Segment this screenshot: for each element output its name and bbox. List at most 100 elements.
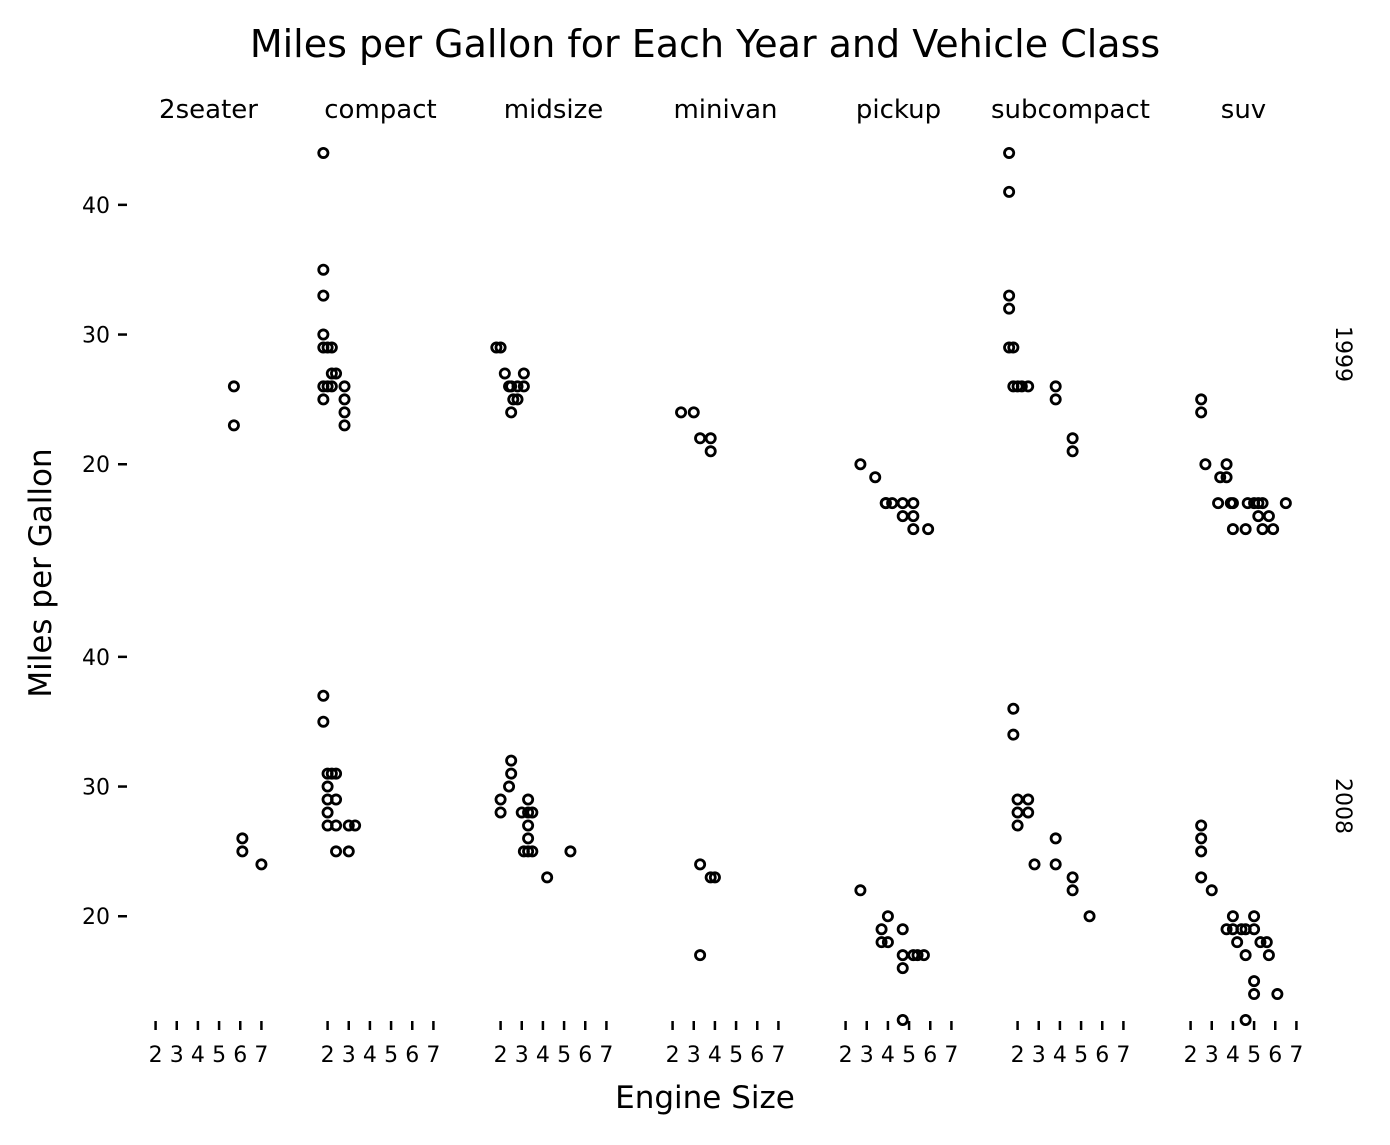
scatter-point <box>494 793 507 806</box>
scatter-point <box>255 858 268 871</box>
scatter-point <box>1226 497 1239 510</box>
scatter-point <box>507 393 520 406</box>
scatter-point <box>338 419 351 432</box>
scatter-point <box>1256 497 1269 510</box>
x-tick-label: 4 <box>1226 1043 1240 1068</box>
facet-column-label: subcompact <box>991 95 1150 125</box>
scatter-point <box>522 832 535 845</box>
x-tick-label: 4 <box>536 1043 550 1068</box>
x-axis-title: Engine Size <box>615 1080 795 1116</box>
scatter-point <box>922 523 935 536</box>
x-tick-label: 2 <box>666 1043 680 1068</box>
facet-panel-midsize-1999 <box>490 341 530 419</box>
scatter-point <box>879 497 892 510</box>
scatter-point <box>1195 832 1208 845</box>
scatter-point <box>505 380 518 393</box>
scatter-point <box>1279 497 1292 510</box>
x-tick-label: 5 <box>384 1043 398 1068</box>
scatter-point <box>869 471 882 484</box>
x-tick-label: 6 <box>233 1043 247 1068</box>
scatter-point <box>1226 523 1239 536</box>
scatter-point <box>1220 471 1233 484</box>
x-tick-label: 5 <box>902 1043 916 1068</box>
scatter-point <box>1003 302 1016 315</box>
y-tick-label: 20 <box>82 453 110 478</box>
scatter-point <box>896 1014 909 1027</box>
scatter-point <box>1066 871 1079 884</box>
x-tick-label: 2 <box>321 1043 335 1068</box>
scatter-point <box>325 767 338 780</box>
x-tick-label: 5 <box>729 1043 743 1068</box>
scatter-point <box>886 497 899 510</box>
scatter-point <box>1022 380 1035 393</box>
scatter-point <box>1028 858 1041 871</box>
facet-panel-2seater-1999 <box>227 380 240 432</box>
scatter-point <box>511 380 524 393</box>
facet-grid: 2seater compact midsize minivan pickup subcom… <box>82 95 1355 1068</box>
scatter-point <box>881 910 894 923</box>
scatter-point <box>1003 289 1016 302</box>
scatter-point <box>1212 497 1225 510</box>
scatter-point <box>1022 806 1035 819</box>
facet-panel-pickup-1999 <box>854 458 935 536</box>
y-tick-label: 40 <box>82 646 110 671</box>
scatter-point <box>911 949 924 962</box>
x-tick-label: 5 <box>557 1043 571 1068</box>
scatter-point <box>515 806 528 819</box>
facet-panel-pickup-2008 <box>854 884 930 1027</box>
scatter-point <box>317 146 330 159</box>
scatter-point <box>1239 523 1252 536</box>
scatter-point <box>1195 819 1208 832</box>
scatter-point <box>330 367 343 380</box>
scatter-point <box>522 819 535 832</box>
scatter-point <box>1007 341 1020 354</box>
scatter-point <box>317 689 330 702</box>
x-tick-label: 7 <box>771 1043 785 1068</box>
scatter-point <box>1011 819 1024 832</box>
scatter-point <box>1262 510 1275 523</box>
scatter-point <box>1260 936 1273 949</box>
scatter-point <box>854 458 867 471</box>
scatter-point <box>854 884 867 897</box>
x-tick-label: 4 <box>191 1043 205 1068</box>
x-tick-label: 7 <box>944 1043 958 1068</box>
facet-panel-suv-1999 <box>1195 393 1292 536</box>
scatter-point <box>494 806 507 819</box>
scatter-point <box>1195 871 1208 884</box>
scatter-point <box>330 819 343 832</box>
x-tick-label: 4 <box>1053 1043 1067 1068</box>
scatter-point <box>494 341 507 354</box>
x-tick-label: 2 <box>149 1043 163 1068</box>
scatter-point <box>1003 185 1016 198</box>
scatter-point <box>1195 406 1208 419</box>
y-axis-title: Miles per Gallon <box>23 448 59 697</box>
scatter-point <box>325 367 338 380</box>
facet-panel-compact-2008 <box>317 689 362 858</box>
x-tick-label: 3 <box>687 1043 701 1068</box>
scatter-point <box>526 806 539 819</box>
scatter-point <box>321 806 334 819</box>
scatter-point <box>896 923 909 936</box>
scatter-point <box>1231 936 1244 949</box>
x-tick-label: 3 <box>1205 1043 1219 1068</box>
x-tick-label: 2 <box>1011 1043 1025 1068</box>
x-tick-label: 7 <box>426 1043 440 1068</box>
scatter-point <box>1195 393 1208 406</box>
scatter-point <box>236 845 249 858</box>
facet-column-label: pickup <box>856 95 941 125</box>
scatter-point <box>227 419 240 432</box>
scatter-point <box>505 767 518 780</box>
facet-panel-suv-2008 <box>1195 819 1284 1027</box>
scatter-point <box>1049 393 1062 406</box>
x-tick-label: 6 <box>578 1043 592 1068</box>
scatter-point <box>227 380 240 393</box>
scatter-point <box>1235 923 1248 936</box>
scatter-point <box>325 380 338 393</box>
scatter-point <box>1049 832 1062 845</box>
x-tick-label: 6 <box>923 1043 937 1068</box>
facet-panel-minivan-1999 <box>675 406 717 458</box>
scatter-point <box>317 263 330 276</box>
scatter-point <box>1011 806 1024 819</box>
scatter-point <box>694 949 707 962</box>
